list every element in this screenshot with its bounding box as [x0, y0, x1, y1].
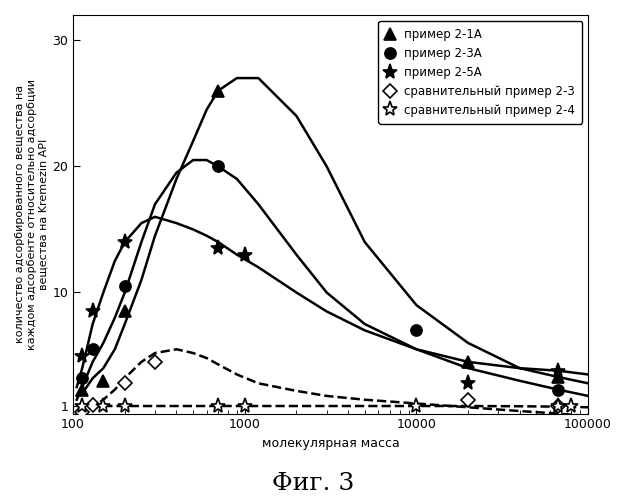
Legend: пример 2-1А, пример 2-3А, пример 2-5А, сравнительный пример 2-3, сравнительный п: пример 2-1А, пример 2-3А, пример 2-5А, с…: [378, 21, 582, 124]
Text: Фиг. 3: Фиг. 3: [272, 472, 355, 495]
Y-axis label: количество адсорбированного вещества на
каждом адсорбенте относительно адсорбции: количество адсорбированного вещества на …: [15, 79, 48, 350]
X-axis label: молекулярная масса: молекулярная масса: [261, 437, 399, 450]
